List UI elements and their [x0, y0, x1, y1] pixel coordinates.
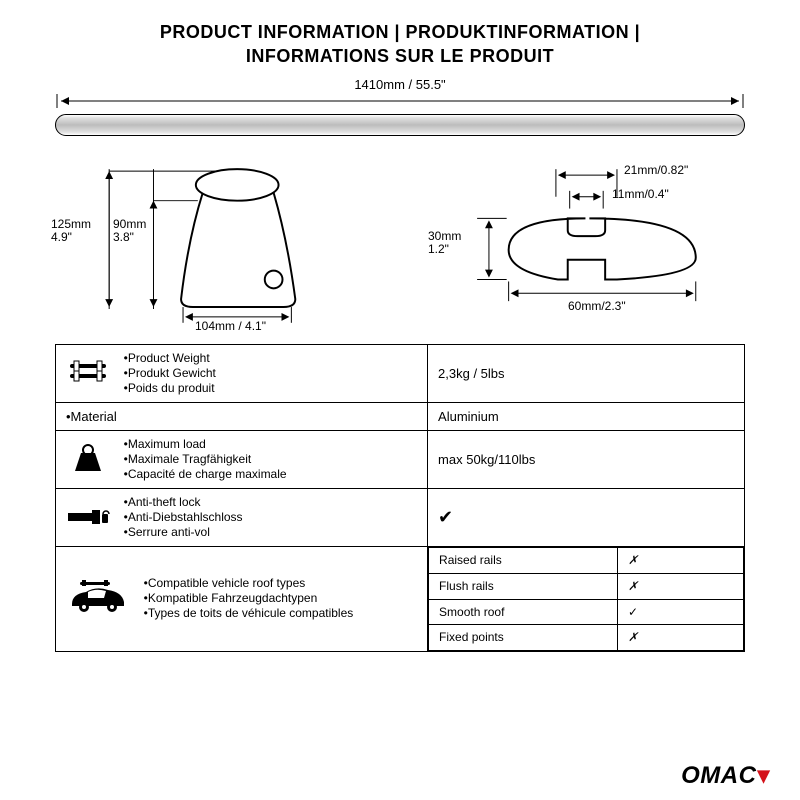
row-compat-label: •Compatible vehicle roof types •Kompatib…: [56, 546, 428, 651]
compat-raised-label: Raised rails: [429, 547, 618, 573]
lock-icon: [66, 503, 110, 532]
compat-smooth-val: ✓: [618, 599, 744, 624]
row-compat-values: Raised rails✗ Flush rails✗ Smooth roof✓ …: [428, 546, 745, 651]
brand-logo: OMAC▾: [681, 761, 770, 790]
profile-width: 60mm/2.3": [568, 300, 626, 314]
bar-length-arrow: [55, 94, 745, 108]
title-line1: PRODUCT INFORMATION | PRODUKTINFORMATION…: [55, 20, 745, 44]
profile-diagram: 21mm/0.82" 11mm/0.4" 30mm 1.2" 60mm/2.3": [420, 160, 745, 330]
profile-height: 30mm 1.2": [428, 230, 461, 258]
row-weight-label: •Product Weight •Produkt Gewicht •Poids …: [56, 344, 428, 402]
clamp-h90: 90mm 3.8": [113, 218, 146, 246]
title-line2: INFORMATIONS SUR LE PRODUIT: [55, 44, 745, 68]
compat-flush-val: ✗: [618, 573, 744, 599]
clamp-width: 104mm / 4.1": [195, 320, 266, 334]
row-material-value: Aluminium: [428, 402, 745, 430]
clamp-h125: 125mm 4.9": [51, 218, 91, 246]
compat-fixed-label: Fixed points: [429, 624, 618, 650]
brand-dot: ▾: [757, 762, 770, 789]
brand-text: OMAC: [681, 762, 756, 789]
row-weight-value: 2,3kg / 5lbs: [428, 344, 745, 402]
row-antitheft-value: ✔: [428, 488, 745, 546]
bar-side-view: [55, 114, 745, 136]
compat-fixed-val: ✗: [618, 624, 744, 650]
row-antitheft-label: •Anti-theft lock •Anti-Diebstahlschloss …: [56, 488, 428, 546]
clamp-diagram: 125mm 4.9" 90mm 3.8" 104mm / 4.1": [55, 160, 380, 330]
maxload-icon: [66, 443, 110, 476]
profile-slot-inner: 11mm/0.4": [612, 188, 669, 202]
diagrams-row: 125mm 4.9" 90mm 3.8" 104mm / 4.1": [55, 160, 745, 330]
compat-smooth-label: Smooth roof: [429, 599, 618, 624]
bar-length-label: 1410mm / 55.5": [55, 77, 745, 92]
profile-slot-w: 21mm/0.82": [624, 164, 688, 178]
row-maxload-value: max 50kg/110lbs: [428, 430, 745, 488]
row-material-label: •Material: [56, 402, 428, 430]
page-title: PRODUCT INFORMATION | PRODUKTINFORMATION…: [55, 20, 745, 69]
compat-raised-val: ✗: [618, 547, 744, 573]
weight-icon: [66, 358, 110, 389]
spec-table: •Product Weight •Produkt Gewicht •Poids …: [55, 344, 745, 652]
compat-flush-label: Flush rails: [429, 573, 618, 599]
row-maxload-label: •Maximum load •Maximale Tragfähigkeit •C…: [56, 430, 428, 488]
car-icon: [66, 580, 130, 617]
